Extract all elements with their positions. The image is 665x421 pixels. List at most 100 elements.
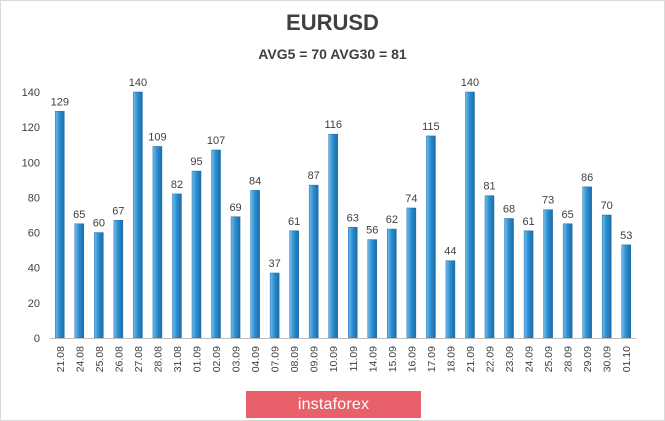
bar	[465, 91, 475, 339]
x-tick-label: 30.09	[602, 346, 614, 372]
y-tick-label: 0	[34, 333, 40, 345]
chart-subtitle: AVG5 = 70 AVG30 = 81	[258, 46, 407, 62]
bar-value-label: 74	[405, 193, 417, 205]
bar	[562, 223, 573, 339]
bar	[484, 195, 495, 339]
bar-value-label: 61	[522, 216, 534, 228]
bar	[74, 223, 85, 339]
bar-value-label: 65	[562, 209, 574, 221]
bar-value-label: 65	[73, 209, 85, 221]
y-tick-label: 100	[22, 157, 40, 169]
x-tick-label: 17.09	[426, 346, 438, 372]
bar	[328, 133, 338, 339]
bar	[55, 111, 65, 339]
bar	[387, 228, 397, 339]
x-tick-label: 14.09	[367, 346, 379, 372]
x-tick-label: 08.09	[289, 346, 301, 372]
x-tick-label: 18.09	[445, 346, 457, 372]
bar	[445, 260, 456, 339]
bar-value-label: 61	[288, 216, 300, 228]
bar-value-label: 73	[542, 195, 554, 207]
bar	[504, 218, 514, 339]
x-tick-label: 21.09	[465, 346, 477, 372]
bar	[172, 193, 182, 339]
y-tick-label: 40	[28, 263, 40, 275]
bar	[406, 207, 417, 339]
bar-value-label: 107	[207, 135, 225, 147]
x-tick-label: 01.09	[192, 346, 204, 372]
x-tick-label: 10.09	[328, 346, 340, 372]
bar-value-label: 129	[51, 96, 69, 108]
x-tick-label: 22.09	[485, 346, 497, 372]
bar	[543, 209, 553, 339]
bar	[152, 146, 163, 339]
bar-value-label: 87	[308, 170, 320, 182]
bar	[94, 232, 104, 339]
y-tick-label: 80	[28, 192, 40, 204]
x-tick-label: 04.09	[250, 346, 262, 372]
bar-value-label: 140	[129, 77, 147, 89]
bar	[308, 184, 319, 339]
bar	[133, 91, 143, 339]
y-tick-label: 140	[22, 87, 40, 99]
bar	[348, 227, 358, 339]
bar	[211, 149, 221, 339]
y-tick-label: 60	[28, 228, 40, 240]
bar-value-label: 62	[386, 214, 398, 226]
x-tick-label: 28.08	[152, 346, 164, 372]
x-tick-label: 28.09	[563, 346, 575, 372]
x-tick-label: 09.09	[309, 346, 321, 372]
x-tick-label: 02.09	[211, 346, 223, 372]
bar-value-label: 95	[190, 156, 202, 168]
y-axis: 0 20 40 60 80 100 120 140	[22, 87, 40, 345]
x-tick-label: 24.09	[524, 346, 536, 372]
bar-value-label: 70	[601, 200, 613, 212]
x-tick-label: 27.08	[133, 346, 145, 372]
bar-value-label: 69	[229, 202, 241, 214]
x-tick-label: 01.10	[621, 346, 633, 372]
bar-value-label: 68	[503, 204, 515, 216]
watermark-text: instaforex	[297, 395, 370, 413]
bar-value-label: 81	[483, 181, 495, 193]
x-tick-label: 16.09	[406, 346, 418, 372]
x-axis: 21.08 24.08 25.08 26.08 27.08 28.08 31.08 01.09…	[50, 338, 636, 372]
y-tick-label: 120	[22, 122, 40, 134]
x-tick-label: 29.09	[582, 346, 594, 372]
bar	[289, 230, 299, 339]
bar-value-label: 56	[366, 225, 378, 237]
bar-value-label: 53	[620, 230, 632, 242]
x-tick-label: 15.09	[387, 346, 399, 372]
bar-value-label: 86	[581, 172, 593, 184]
bar	[250, 190, 260, 339]
bar-value-label: 116	[324, 119, 342, 131]
bar	[523, 230, 534, 339]
x-tick-label: 11.09	[348, 346, 360, 372]
x-tick-label: 24.08	[74, 346, 86, 372]
chart-title: EURUSD	[286, 10, 379, 35]
watermark-banner: instaforex	[246, 391, 421, 418]
bar-series: 129 65 60 67 140 109 82 95 107 69 84 37 61 87 116 63 56 6…	[51, 77, 632, 339]
x-tick-label: 31.08	[172, 346, 184, 372]
y-tick-label: 20	[28, 298, 40, 310]
x-tick-label: 21.08	[55, 346, 67, 372]
bar	[426, 135, 436, 339]
bar-value-label: 84	[249, 175, 261, 187]
x-tick-label: 03.09	[231, 346, 243, 372]
x-tick-label: 25.09	[543, 346, 555, 372]
bar	[601, 214, 612, 339]
x-tick-label: 07.09	[270, 346, 282, 372]
bar-value-label: 67	[112, 205, 124, 217]
bar-value-label: 82	[171, 179, 183, 191]
bar	[367, 239, 378, 339]
bar-value-label: 115	[422, 121, 440, 133]
bar	[230, 216, 241, 339]
bar-value-label: 37	[269, 258, 281, 270]
bar-value-label: 140	[461, 77, 479, 89]
bar	[621, 244, 631, 339]
bar-value-label: 109	[148, 131, 166, 143]
bar	[269, 272, 280, 339]
bar-value-label: 63	[347, 212, 359, 224]
bar	[582, 186, 592, 339]
x-tick-label: 25.08	[94, 346, 106, 372]
